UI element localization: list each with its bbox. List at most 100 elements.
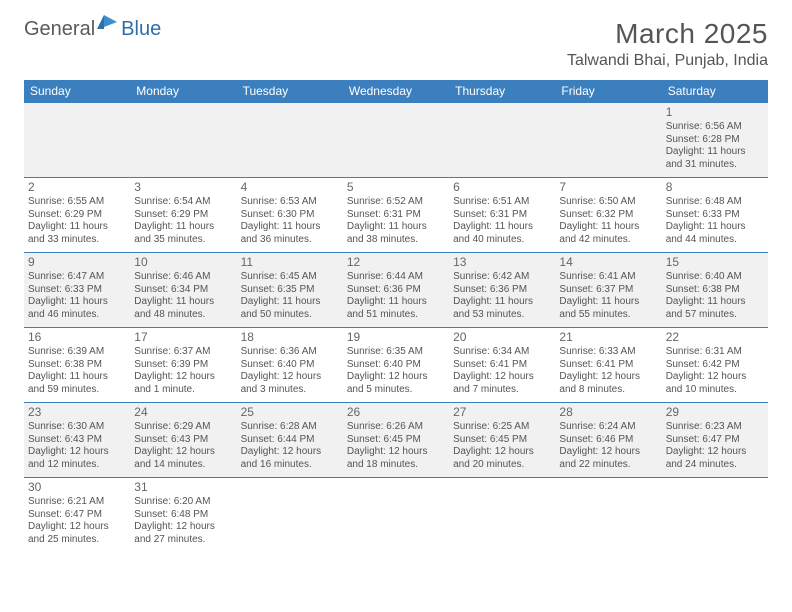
calendar-cell — [449, 103, 555, 178]
calendar-cell: 12Sunrise: 6:44 AMSunset: 6:36 PMDayligh… — [343, 253, 449, 328]
cell-day1: Daylight: 11 hours — [28, 371, 126, 384]
cell-day1: Daylight: 11 hours — [666, 221, 764, 234]
cell-day1: Daylight: 12 hours — [241, 371, 339, 384]
day-number: 26 — [347, 405, 445, 420]
day-number: 13 — [453, 255, 551, 270]
cell-sunset: Sunset: 6:32 PM — [559, 209, 657, 222]
cell-sunset: Sunset: 6:43 PM — [134, 434, 232, 447]
calendar-cell: 26Sunrise: 6:26 AMSunset: 6:45 PMDayligh… — [343, 403, 449, 478]
calendar-cell: 25Sunrise: 6:28 AMSunset: 6:44 PMDayligh… — [237, 403, 343, 478]
cell-sunset: Sunset: 6:29 PM — [134, 209, 232, 222]
cell-sunrise: Sunrise: 6:35 AM — [347, 346, 445, 359]
calendar-cell: 17Sunrise: 6:37 AMSunset: 6:39 PMDayligh… — [130, 328, 236, 403]
cell-sunset: Sunset: 6:38 PM — [28, 359, 126, 372]
calendar-cell: 28Sunrise: 6:24 AMSunset: 6:46 PMDayligh… — [555, 403, 661, 478]
day-number: 2 — [28, 180, 126, 195]
cell-day1: Daylight: 12 hours — [347, 446, 445, 459]
cell-sunset: Sunset: 6:47 PM — [666, 434, 764, 447]
cell-sunset: Sunset: 6:28 PM — [666, 134, 764, 147]
cell-sunrise: Sunrise: 6:44 AM — [347, 271, 445, 284]
day-number: 25 — [241, 405, 339, 420]
cell-sunrise: Sunrise: 6:36 AM — [241, 346, 339, 359]
cell-sunrise: Sunrise: 6:31 AM — [666, 346, 764, 359]
day-number: 5 — [347, 180, 445, 195]
cell-day2: and 14 minutes. — [134, 459, 232, 472]
title-block: March 2025 Talwandi Bhai, Punjab, India — [567, 18, 768, 70]
calendar-cell: 30Sunrise: 6:21 AMSunset: 6:47 PMDayligh… — [24, 478, 130, 553]
cell-day1: Daylight: 11 hours — [241, 296, 339, 309]
cell-day2: and 35 minutes. — [134, 234, 232, 247]
cell-day2: and 16 minutes. — [241, 459, 339, 472]
calendar-cell: 27Sunrise: 6:25 AMSunset: 6:45 PMDayligh… — [449, 403, 555, 478]
calendar-table: SundayMondayTuesdayWednesdayThursdayFrid… — [24, 80, 768, 552]
calendar-cell — [237, 478, 343, 553]
cell-sunrise: Sunrise: 6:28 AM — [241, 421, 339, 434]
cell-day2: and 50 minutes. — [241, 309, 339, 322]
day-number: 20 — [453, 330, 551, 345]
cell-day2: and 3 minutes. — [241, 384, 339, 397]
cell-day2: and 57 minutes. — [666, 309, 764, 322]
cell-day2: and 18 minutes. — [347, 459, 445, 472]
cell-day2: and 36 minutes. — [241, 234, 339, 247]
calendar-cell: 19Sunrise: 6:35 AMSunset: 6:40 PMDayligh… — [343, 328, 449, 403]
cell-sunset: Sunset: 6:40 PM — [241, 359, 339, 372]
cell-sunset: Sunset: 6:45 PM — [453, 434, 551, 447]
calendar-week-row: 23Sunrise: 6:30 AMSunset: 6:43 PMDayligh… — [24, 403, 768, 478]
cell-day2: and 8 minutes. — [559, 384, 657, 397]
flag-icon — [97, 15, 119, 33]
calendar-cell — [449, 478, 555, 553]
calendar-cell: 7Sunrise: 6:50 AMSunset: 6:32 PMDaylight… — [555, 178, 661, 253]
calendar-cell: 2Sunrise: 6:55 AMSunset: 6:29 PMDaylight… — [24, 178, 130, 253]
day-number: 7 — [559, 180, 657, 195]
day-number: 1 — [666, 105, 764, 120]
cell-day2: and 44 minutes. — [666, 234, 764, 247]
cell-sunrise: Sunrise: 6:41 AM — [559, 271, 657, 284]
cell-day1: Daylight: 12 hours — [453, 446, 551, 459]
month-title: March 2025 — [567, 18, 768, 50]
cell-day1: Daylight: 11 hours — [134, 296, 232, 309]
cell-sunset: Sunset: 6:44 PM — [241, 434, 339, 447]
cell-sunset: Sunset: 6:48 PM — [134, 509, 232, 522]
calendar-cell — [555, 103, 661, 178]
calendar-cell: 20Sunrise: 6:34 AMSunset: 6:41 PMDayligh… — [449, 328, 555, 403]
logo-word-1: General — [24, 18, 95, 41]
cell-sunrise: Sunrise: 6:56 AM — [666, 121, 764, 134]
cell-sunset: Sunset: 6:39 PM — [134, 359, 232, 372]
cell-day1: Daylight: 11 hours — [134, 221, 232, 234]
cell-day2: and 25 minutes. — [28, 534, 126, 547]
cell-day1: Daylight: 11 hours — [453, 296, 551, 309]
cell-sunset: Sunset: 6:37 PM — [559, 284, 657, 297]
cell-day1: Daylight: 11 hours — [28, 221, 126, 234]
cell-day1: Daylight: 12 hours — [28, 446, 126, 459]
day-number: 23 — [28, 405, 126, 420]
cell-sunrise: Sunrise: 6:23 AM — [666, 421, 764, 434]
cell-sunrise: Sunrise: 6:26 AM — [347, 421, 445, 434]
cell-sunrise: Sunrise: 6:52 AM — [347, 196, 445, 209]
calendar-cell: 29Sunrise: 6:23 AMSunset: 6:47 PMDayligh… — [662, 403, 768, 478]
cell-day1: Daylight: 12 hours — [347, 371, 445, 384]
cell-sunrise: Sunrise: 6:29 AM — [134, 421, 232, 434]
weekday-header: Sunday — [24, 80, 130, 103]
calendar-cell — [237, 103, 343, 178]
cell-sunrise: Sunrise: 6:45 AM — [241, 271, 339, 284]
day-number: 31 — [134, 480, 232, 495]
cell-sunrise: Sunrise: 6:20 AM — [134, 496, 232, 509]
calendar-cell: 24Sunrise: 6:29 AMSunset: 6:43 PMDayligh… — [130, 403, 236, 478]
cell-sunset: Sunset: 6:29 PM — [28, 209, 126, 222]
calendar-cell — [343, 478, 449, 553]
weekday-header-row: SundayMondayTuesdayWednesdayThursdayFrid… — [24, 80, 768, 103]
day-number: 9 — [28, 255, 126, 270]
logo-word-2: Blue — [121, 18, 161, 41]
cell-sunset: Sunset: 6:43 PM — [28, 434, 126, 447]
weekday-header: Saturday — [662, 80, 768, 103]
cell-day2: and 40 minutes. — [453, 234, 551, 247]
cell-day1: Daylight: 12 hours — [134, 446, 232, 459]
cell-day1: Daylight: 12 hours — [666, 371, 764, 384]
day-number: 10 — [134, 255, 232, 270]
calendar-week-row: 30Sunrise: 6:21 AMSunset: 6:47 PMDayligh… — [24, 478, 768, 553]
cell-day2: and 59 minutes. — [28, 384, 126, 397]
cell-sunrise: Sunrise: 6:33 AM — [559, 346, 657, 359]
day-number: 4 — [241, 180, 339, 195]
cell-day2: and 24 minutes. — [666, 459, 764, 472]
cell-day2: and 10 minutes. — [666, 384, 764, 397]
